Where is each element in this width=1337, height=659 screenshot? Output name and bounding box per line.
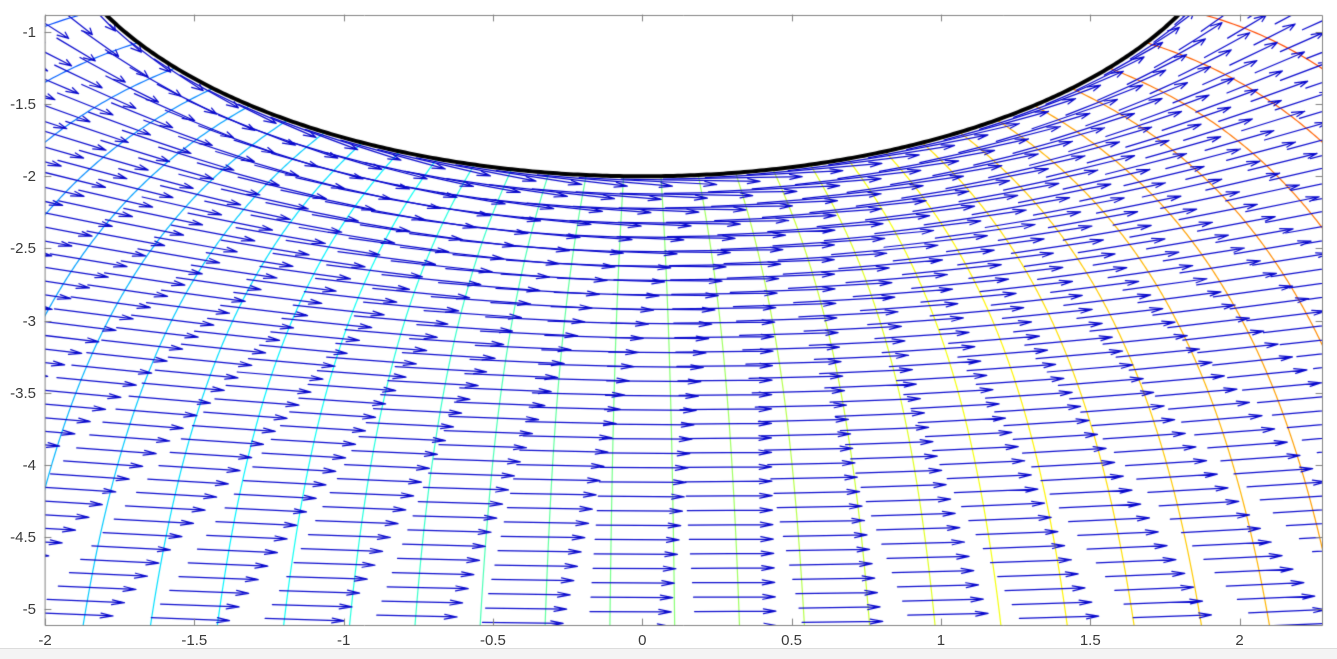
x-axis-tick-label: 2 bbox=[1235, 632, 1244, 649]
y-axis-tick-label: -4 bbox=[22, 456, 36, 474]
y-axis-tick-label: -3.5 bbox=[10, 384, 36, 402]
y-axis-tick-label: -4.5 bbox=[10, 528, 36, 546]
x-axis-tick-label: 0 bbox=[638, 632, 647, 649]
y-axis-tick-label: -2.5 bbox=[10, 240, 36, 258]
y-axis-tick-label: -1 bbox=[22, 24, 36, 42]
x-axis-tick-label: -1.5 bbox=[181, 632, 208, 649]
x-axis-tick-label: -0.5 bbox=[480, 632, 506, 649]
x-axis-tick-label: 1 bbox=[936, 632, 946, 649]
y-axis-tick-label: -3 bbox=[22, 312, 36, 330]
y-axis-tick-label: -1.5 bbox=[10, 96, 36, 114]
x-axis-tick-label: -2 bbox=[38, 632, 52, 649]
y-axis-tick-label: -5 bbox=[22, 601, 36, 619]
x-axis-tick-label: 1.5 bbox=[1079, 632, 1101, 649]
x-axis-tick-label: 0.5 bbox=[781, 632, 803, 649]
window-bottom-strip bbox=[0, 648, 1337, 659]
y-axis-tick-label: -2 bbox=[22, 168, 36, 186]
x-axis-tick-label: -1 bbox=[336, 632, 351, 649]
